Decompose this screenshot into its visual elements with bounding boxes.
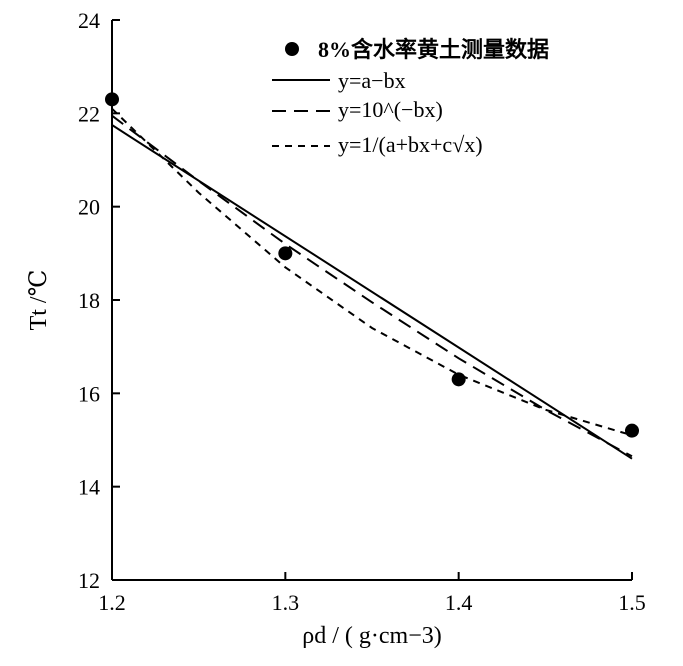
x-tick-label: 1.5: [618, 590, 646, 615]
legend-label-short-dash: y=1/(a+bx+c√x): [338, 132, 483, 157]
y-ticks: 12 14 16 18 20 22 24: [78, 8, 120, 593]
data-point: [451, 372, 466, 387]
series-lines: [111, 107, 633, 460]
series-line-short-dash: [111, 107, 633, 437]
legend: 8%含水率黄土测量数据 y=a−bx y=10^(−bx) y=1/(a+bx+…: [272, 37, 549, 157]
legend-label-points: 8%含水率黄土测量数据: [318, 37, 549, 62]
y-tick-label: 22: [78, 101, 100, 126]
y-tick-label: 20: [78, 195, 100, 220]
x-tick-label: 1.3: [272, 590, 300, 615]
legend-marker-points: [285, 42, 299, 56]
x-ticks: 1.2 1.3 1.4 1.5: [98, 572, 646, 615]
x-tick-label: 1.4: [445, 590, 473, 615]
y-tick-label: 18: [78, 288, 100, 313]
axes: 12 14 16 18 20 22 24 1.2 1.3 1.4 1.5: [78, 8, 646, 615]
y-tick-label: 16: [78, 381, 100, 406]
data-point: [278, 246, 293, 261]
data-point: [105, 92, 119, 107]
y-tick-label: 12: [78, 568, 100, 593]
x-axis-label: ρd / ( g·cm−3): [302, 623, 441, 649]
y-axis-label: Tt /℃: [26, 270, 52, 331]
y-tick-label: 24: [78, 8, 100, 33]
x-tick-label: 1.2: [98, 590, 126, 615]
legend-label-solid: y=a−bx: [338, 68, 406, 93]
series-line-long-dash: [111, 114, 633, 458]
series-points: [105, 92, 639, 438]
y-tick-label: 14: [78, 475, 100, 500]
data-point: [625, 423, 639, 438]
series-line-solid: [111, 124, 633, 460]
legend-label-long-dash: y=10^(−bx): [338, 97, 443, 122]
